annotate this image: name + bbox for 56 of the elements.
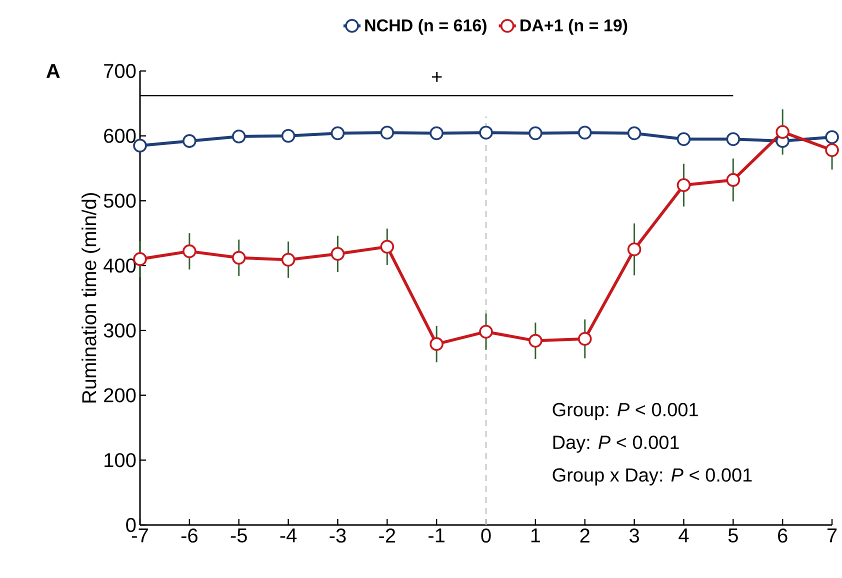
point [330, 126, 345, 140]
point [281, 128, 296, 143]
point [825, 130, 839, 144]
point [627, 242, 642, 256]
point [676, 132, 691, 146]
point [578, 126, 592, 140]
x-tick-label: 7 [827, 528, 837, 542]
x-tick-label: -2 [379, 528, 396, 542]
y-tick-label: 300 [104, 323, 136, 338]
y-tick-label: 700 [104, 64, 136, 78]
point [578, 332, 592, 346]
point [528, 126, 542, 140]
x-tick-label: 0 [481, 528, 491, 543]
y-axis-title: Rumination time (min/d) [82, 193, 100, 402]
point [380, 240, 394, 254]
x-tick-label: 4 [678, 528, 689, 542]
point [726, 132, 740, 146]
point [182, 244, 196, 258]
y-tick-label: 600 [104, 128, 136, 143]
x-tick-label: -6 [181, 528, 198, 543]
x-tick-label: 1 [531, 528, 540, 542]
x-tick-label: 6 [778, 528, 788, 543]
point [776, 125, 790, 139]
point [281, 252, 296, 267]
y-tick-label: 100 [104, 453, 136, 468]
point [726, 173, 740, 187]
point [430, 337, 444, 351]
x-tick-label: 5 [728, 528, 738, 542]
point [232, 250, 246, 265]
annotation: Group: P < 0.001 [552, 402, 698, 420]
x-tick-label: -5 [230, 528, 247, 542]
legend-label: DA+1 (n = 19) [520, 18, 628, 35]
point [825, 143, 839, 158]
point [676, 178, 691, 192]
text: A [46, 64, 60, 78]
y-tick-label: 200 [104, 388, 136, 402]
point [182, 134, 196, 148]
point [479, 324, 493, 339]
x-tick-label: -3 [330, 528, 346, 543]
point [430, 126, 444, 140]
y-tick-label: 500 [104, 194, 136, 208]
annotation: Day: P < 0.001 [553, 436, 679, 453]
point [232, 130, 246, 144]
point [380, 126, 394, 140]
annotation: + [432, 72, 442, 82]
x-tick-label: -4 [280, 528, 297, 542]
x-tick-label: 2 [580, 528, 590, 542]
x-tick-label: -1 [428, 528, 444, 542]
point [479, 126, 493, 140]
y-tick-label: 400 [104, 258, 136, 273]
point [330, 247, 345, 261]
point [528, 334, 542, 348]
legend-label: NCHD (n = 616) [365, 18, 486, 35]
annotation: Group x Day: P < 0.001 [552, 468, 752, 486]
point [627, 126, 642, 140]
x-tick-label: 3 [630, 528, 639, 543]
